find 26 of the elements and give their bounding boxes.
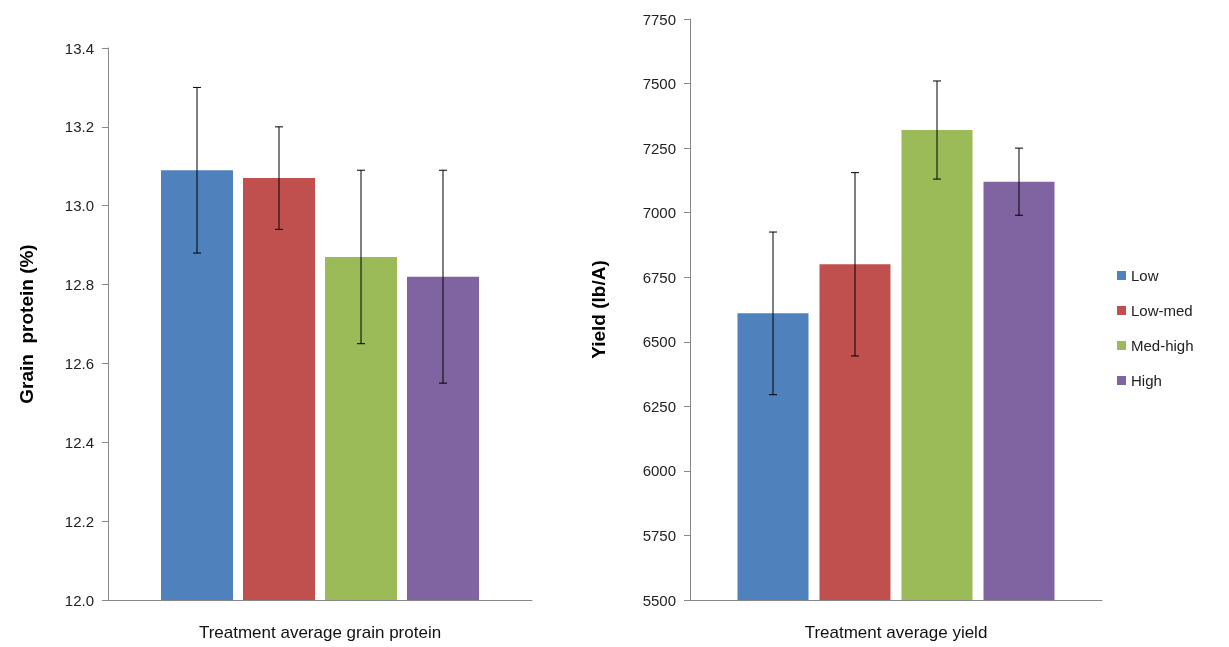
y-tick-label: 13.4 — [64, 39, 94, 57]
y-tick-label: 6750 — [642, 268, 676, 286]
y-tick-label: 7750 — [642, 10, 676, 28]
y-tick-label: 7000 — [642, 204, 676, 222]
legend-label: High — [1131, 372, 1162, 389]
y-tick-label: 5500 — [642, 591, 676, 609]
y-tick-label: 6500 — [642, 333, 676, 351]
legend-label: Low — [1131, 267, 1159, 284]
y-tick-label: 5750 — [642, 526, 676, 544]
x-axis-title: Treatment average yield — [804, 623, 988, 642]
y-tick-label: 6250 — [642, 397, 676, 415]
y-tick-label: 7250 — [642, 139, 676, 157]
y-tick-label: 13.0 — [64, 197, 94, 215]
y-tick-label: 12.8 — [64, 276, 94, 294]
y-axis-title: Grain protein (%) — [16, 244, 37, 404]
legend-label: Med-high — [1131, 337, 1194, 354]
y-tick-label: 7500 — [642, 75, 676, 93]
y-axis-title: Yield (lb/A) — [588, 260, 609, 359]
legend-label: Low-med — [1131, 302, 1193, 319]
y-tick-label: 12.4 — [64, 433, 94, 451]
y-tick-label: 12.0 — [64, 591, 94, 609]
y-tick-label: 12.6 — [64, 354, 94, 372]
x-axis-title: Treatment average grain protein — [198, 623, 442, 642]
y-tick-label: 13.2 — [64, 118, 94, 136]
y-tick-label: 6000 — [642, 462, 676, 480]
y-tick-label: 12.2 — [64, 512, 94, 530]
